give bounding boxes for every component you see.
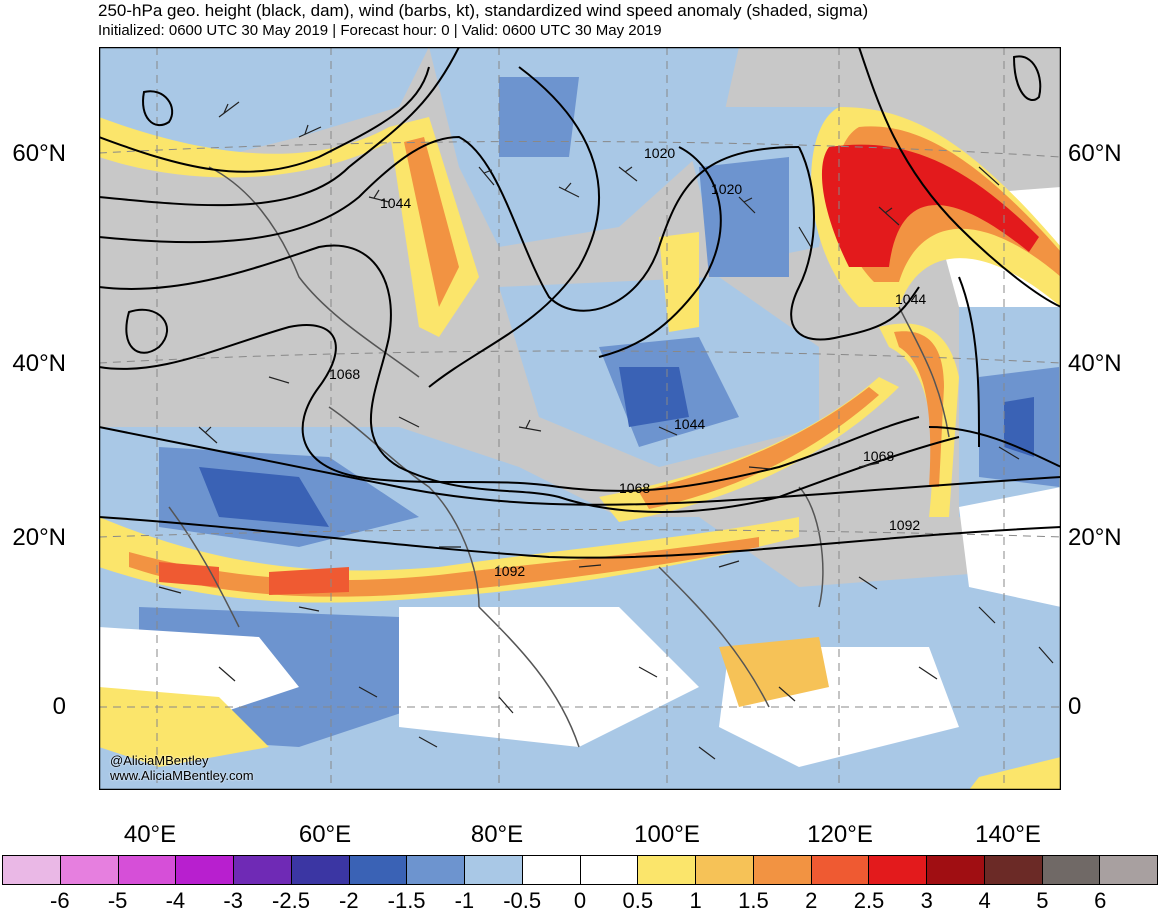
contour-label-3: 1044 bbox=[380, 195, 411, 211]
colorbar-label: 0.5 bbox=[622, 888, 654, 913]
colorbar-box bbox=[1042, 856, 1101, 884]
chart-title: 250-hPa geo. height (black, dam), wind (… bbox=[98, 1, 869, 20]
lat-label-left-0: 0 bbox=[52, 693, 66, 720]
weather-map: 1020 1020 1044 1044 1044 1068 1068 1068 … bbox=[99, 47, 1061, 790]
colorbar-box bbox=[407, 856, 465, 884]
colorbar-label: 2 bbox=[805, 888, 818, 913]
chart-subtitle: Initialized: 0600 UTC 30 May 2019 | Fore… bbox=[98, 22, 662, 39]
credit-handle: @AliciaMBentley bbox=[110, 753, 209, 768]
lat-label-right-20n: 20°N bbox=[1068, 524, 1122, 551]
colorbar-box bbox=[984, 856, 1043, 884]
contour-label-2: 1020 bbox=[711, 181, 742, 197]
colorbar-label: -4 bbox=[165, 888, 186, 913]
colorbar-box bbox=[522, 856, 581, 884]
lat-label-left-40n: 40°N bbox=[12, 350, 66, 377]
colorbar-label: 6 bbox=[1094, 888, 1107, 913]
colorbar-label: 3 bbox=[920, 888, 933, 913]
colorbar-box bbox=[869, 856, 927, 884]
colorbar-box bbox=[753, 856, 812, 884]
lat-label-left-60n: 60°N bbox=[12, 140, 66, 167]
deep-negative-shading bbox=[199, 367, 1034, 527]
colorbar-label: -3 bbox=[223, 888, 243, 913]
colorbar-label: -0.5 bbox=[503, 888, 542, 913]
colorbar-box bbox=[696, 856, 754, 884]
colorbar bbox=[2, 855, 1158, 885]
contour-label-6: 1068 bbox=[329, 366, 360, 382]
wind-barbs bbox=[158, 101, 1054, 760]
colorbar-label: 0 bbox=[573, 888, 587, 913]
colorbar-label: 4 bbox=[978, 888, 991, 913]
lon-label-40e: 40°E bbox=[123, 821, 177, 848]
contour-label-9: 1092 bbox=[494, 563, 525, 579]
map-frame bbox=[99, 47, 1061, 790]
positive-anomaly-shading bbox=[99, 107, 1061, 790]
colorbar-label: -6 bbox=[50, 888, 70, 913]
lat-label-right-0: 0 bbox=[1068, 693, 1082, 720]
colorbar-label: -2.5 bbox=[272, 888, 310, 913]
colorbar-label: -2 bbox=[339, 888, 359, 913]
lon-label-60e: 60°E bbox=[298, 821, 352, 848]
colorbar-label: -5 bbox=[107, 888, 128, 913]
lat-label-left-20n: 20°N bbox=[12, 524, 66, 551]
graticule bbox=[99, 47, 1061, 790]
colorbar-box bbox=[176, 856, 234, 884]
lat-label-right-60n: 60°N bbox=[1068, 140, 1122, 167]
lat-label-right-40n: 40°N bbox=[1068, 350, 1122, 377]
height-contours bbox=[99, 47, 1061, 559]
contour-label-5: 1044 bbox=[674, 416, 705, 432]
colorbar-label: 2.5 bbox=[853, 888, 885, 913]
colorbar-labels: -6 -5 -4 -3 -2.5 -2 -1.5 -1 -0.5 0 0.5 1 1.5 2 2.5 3 4 5 6 bbox=[0, 888, 1160, 913]
colorbar-box bbox=[234, 856, 292, 884]
colorbar-box bbox=[465, 856, 523, 884]
colorbar-box bbox=[118, 856, 177, 884]
lon-label-140e: 140°E bbox=[975, 821, 1041, 848]
contour-label-10: 1092 bbox=[889, 517, 920, 533]
colorbar-box bbox=[927, 856, 985, 884]
colorbar-box bbox=[811, 856, 870, 884]
colorbar-label: 1.5 bbox=[738, 888, 769, 913]
colorbar-label: 5 bbox=[1036, 888, 1049, 913]
credit-website: www.AliciaMBentley.com bbox=[110, 768, 254, 783]
lon-label-120e: 120°E bbox=[807, 821, 873, 848]
coastlines bbox=[168, 166, 950, 748]
contour-label-1: 1020 bbox=[644, 145, 675, 161]
colorbar-label: -1.5 bbox=[387, 888, 426, 913]
colorbar-box bbox=[1100, 856, 1157, 884]
contour-label-8: 1068 bbox=[863, 448, 894, 464]
colorbar-box bbox=[638, 856, 696, 884]
contour-label-4: 1044 bbox=[895, 291, 926, 307]
colorbar-label: -1 bbox=[454, 888, 475, 913]
colorbar-box bbox=[60, 856, 119, 884]
colorbar-label: 1 bbox=[689, 888, 702, 913]
colorbar-box bbox=[349, 856, 408, 884]
lon-label-80e: 80°E bbox=[470, 821, 524, 848]
colorbar-box bbox=[3, 856, 61, 884]
contour-label-7: 1068 bbox=[619, 480, 650, 496]
lon-label-100e: 100°E bbox=[634, 821, 700, 848]
colorbar-box bbox=[291, 856, 350, 884]
colorbar-box bbox=[580, 856, 639, 884]
